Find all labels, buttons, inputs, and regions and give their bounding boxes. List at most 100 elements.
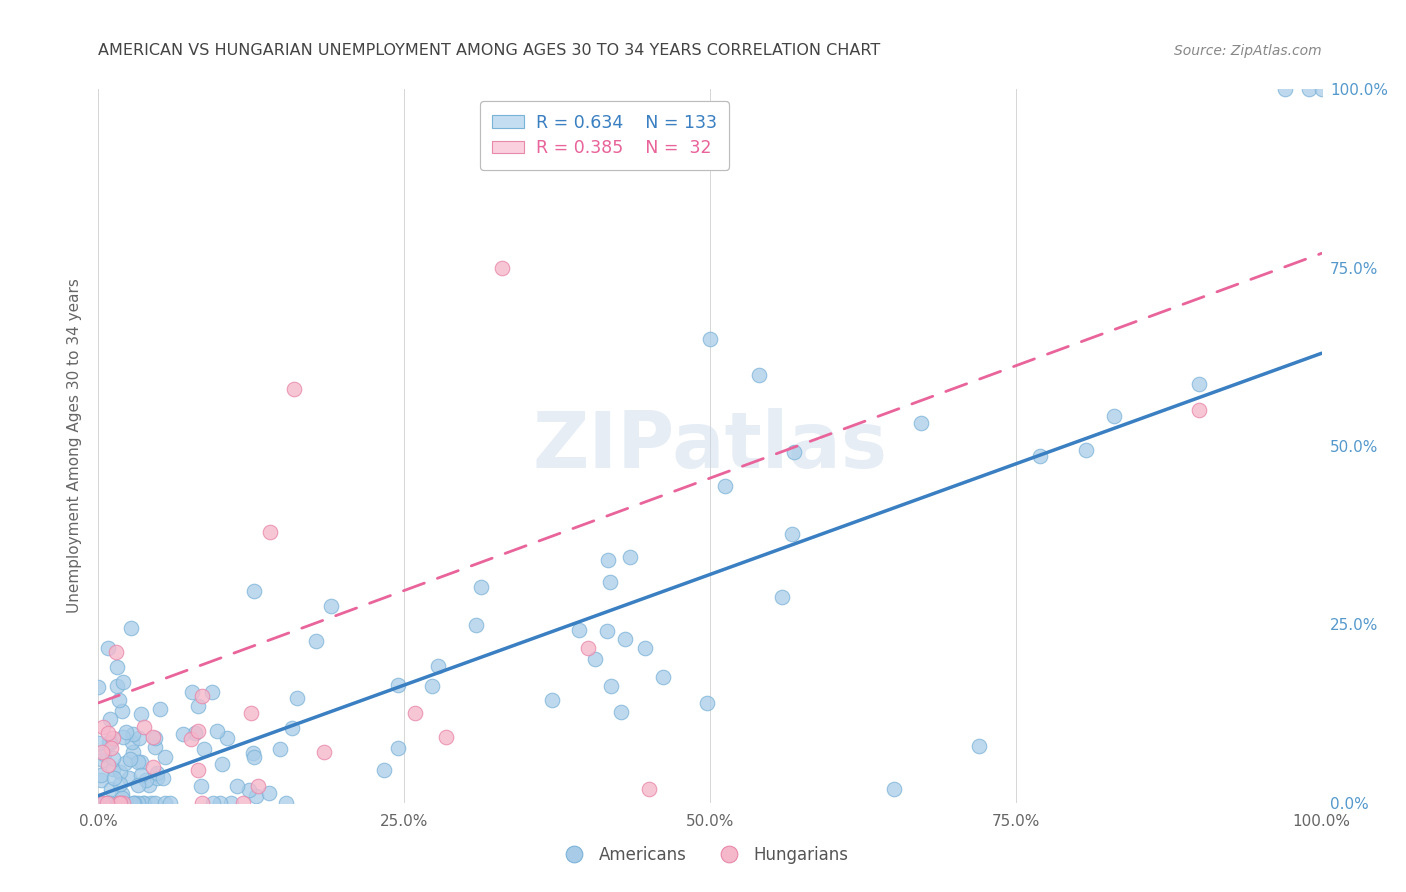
Point	[93, 747, 115, 761]
Point	[190, 689, 212, 703]
Point	[115, 796, 138, 810]
Point	[121, 727, 143, 741]
Point	[207, 724, 229, 739]
Point	[1274, 82, 1296, 96]
Point	[1310, 82, 1333, 96]
Point	[652, 670, 675, 684]
Point	[201, 685, 224, 699]
Point	[634, 640, 657, 655]
Point	[243, 584, 266, 599]
Point	[149, 702, 172, 716]
Point	[112, 730, 135, 744]
Point	[1188, 403, 1211, 417]
Point	[100, 713, 122, 727]
Point	[89, 796, 111, 810]
Point	[217, 731, 239, 745]
Point	[134, 796, 156, 810]
Point	[191, 796, 214, 810]
Point	[122, 796, 145, 810]
Point	[967, 739, 990, 753]
Point	[883, 781, 905, 796]
Point	[112, 675, 135, 690]
Text: Source: ZipAtlas.com: Source: ZipAtlas.com	[1174, 44, 1322, 58]
Point	[89, 796, 111, 810]
Point	[115, 724, 138, 739]
Point	[699, 332, 721, 346]
Point	[108, 796, 131, 810]
Point	[101, 751, 124, 765]
Point	[96, 796, 118, 810]
Point	[97, 726, 120, 740]
Point	[202, 796, 225, 810]
Point	[138, 778, 160, 792]
Point	[97, 641, 120, 656]
Point	[120, 622, 142, 636]
Y-axis label: Unemployment Among Ages 30 to 34 years: Unemployment Among Ages 30 to 34 years	[66, 278, 82, 614]
Point	[111, 704, 134, 718]
Point	[152, 771, 174, 785]
Point	[155, 749, 177, 764]
Point	[1298, 82, 1320, 96]
Point	[111, 796, 134, 810]
Point	[190, 779, 212, 793]
Point	[187, 723, 209, 738]
Point	[91, 753, 114, 767]
Point	[285, 691, 308, 706]
Point	[98, 796, 121, 810]
Point	[245, 789, 267, 804]
Point	[259, 524, 281, 539]
Point	[696, 696, 718, 710]
Point	[98, 736, 121, 750]
Point	[219, 796, 242, 810]
Point	[181, 685, 204, 699]
Point	[541, 693, 564, 707]
Point	[242, 750, 264, 764]
Point	[1074, 443, 1097, 458]
Legend: Americans, Hungarians: Americans, Hungarians	[551, 839, 855, 871]
Point	[91, 796, 114, 810]
Point	[1102, 409, 1125, 423]
Point	[132, 721, 155, 735]
Point	[187, 698, 209, 713]
Point	[211, 756, 233, 771]
Point	[91, 720, 114, 734]
Point	[146, 771, 169, 785]
Point	[568, 623, 591, 637]
Point	[281, 721, 304, 735]
Point	[122, 745, 145, 759]
Point	[120, 752, 142, 766]
Point	[142, 760, 165, 774]
Point	[422, 679, 444, 693]
Point	[111, 791, 134, 805]
Point	[748, 368, 770, 382]
Point	[108, 796, 131, 810]
Point	[145, 740, 167, 755]
Point	[599, 574, 621, 589]
Point	[121, 735, 143, 749]
Point	[127, 796, 149, 810]
Point	[387, 740, 409, 755]
Point	[139, 796, 162, 810]
Point	[576, 641, 599, 656]
Point	[90, 745, 112, 759]
Point	[98, 796, 121, 810]
Point	[404, 706, 426, 720]
Point	[90, 767, 112, 781]
Point	[619, 550, 641, 565]
Point	[94, 796, 117, 810]
Point	[782, 527, 804, 541]
Point	[491, 260, 513, 275]
Point	[110, 765, 132, 780]
Point	[596, 624, 619, 638]
Point	[193, 742, 215, 756]
Point	[105, 659, 128, 673]
Point	[226, 779, 249, 793]
Point	[145, 765, 167, 780]
Point	[770, 590, 793, 604]
Point	[143, 731, 166, 746]
Point	[782, 445, 804, 459]
Point	[583, 652, 606, 666]
Point	[97, 757, 120, 772]
Point	[208, 796, 231, 810]
Point	[127, 778, 149, 792]
